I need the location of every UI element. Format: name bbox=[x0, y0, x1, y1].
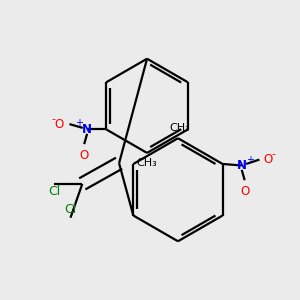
Text: -: - bbox=[51, 114, 55, 124]
Text: CH₃: CH₃ bbox=[169, 123, 190, 133]
Text: O: O bbox=[54, 118, 64, 130]
Text: N: N bbox=[82, 123, 92, 136]
Text: O: O bbox=[264, 153, 273, 166]
Text: O: O bbox=[240, 184, 249, 198]
Text: +: + bbox=[75, 118, 83, 128]
Text: +: + bbox=[246, 154, 254, 165]
Text: -: - bbox=[271, 149, 275, 159]
Text: CH₃: CH₃ bbox=[137, 158, 158, 168]
Text: Cl: Cl bbox=[48, 185, 60, 198]
Text: O: O bbox=[80, 148, 89, 161]
Text: Cl: Cl bbox=[64, 203, 76, 216]
Text: N: N bbox=[237, 159, 247, 172]
